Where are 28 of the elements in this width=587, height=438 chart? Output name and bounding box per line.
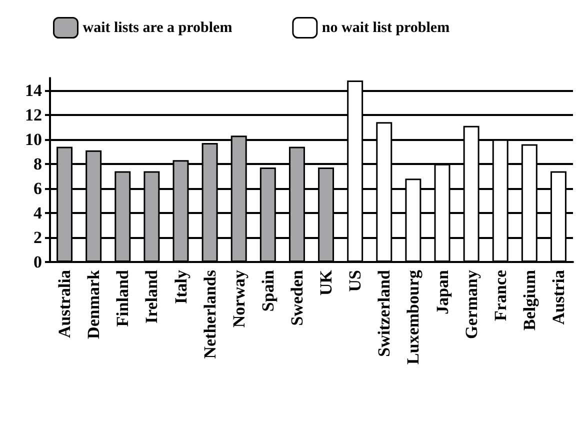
x-tick-label: Netherlands: [200, 270, 220, 359]
y-tick-label: 8: [34, 154, 42, 174]
x-tick-label: Germany: [462, 270, 481, 339]
y-tick-label: 6: [34, 178, 42, 198]
x-tick-label: US: [346, 270, 365, 292]
x-tick-label: Norway: [229, 270, 248, 328]
x-tick-label: Austria: [548, 270, 568, 325]
y-tick-label: 4: [34, 203, 42, 222]
x-tick-label: Belgium: [520, 270, 539, 330]
y-tick-label: 14: [25, 80, 42, 100]
y-tick-label: 0: [34, 252, 42, 272]
x-tick-label: UK: [316, 269, 336, 296]
x-tick-label: Finland: [113, 269, 132, 327]
x-tick-label: Sweden: [287, 269, 306, 326]
x-tick-label: Ireland: [142, 269, 162, 324]
x-tick-label: Australia: [55, 270, 74, 338]
y-tick-label: 10: [25, 130, 42, 149]
x-tick-label: Japan: [432, 269, 452, 314]
legend-label: wait lists are a problem: [82, 20, 233, 36]
legend-label: no wait list problem: [322, 20, 450, 36]
x-tick-label: Spain: [258, 269, 278, 312]
x-tick-label: Denmark: [84, 269, 104, 339]
x-tick-label: Luxembourg: [404, 270, 423, 364]
y-tick-label: 2: [34, 228, 42, 247]
x-tick-label: Switzerland: [374, 269, 394, 357]
x-tick-label: France: [490, 270, 510, 321]
y-tick-label: 12: [25, 105, 42, 124]
x-tick-label: Italy: [171, 270, 190, 304]
